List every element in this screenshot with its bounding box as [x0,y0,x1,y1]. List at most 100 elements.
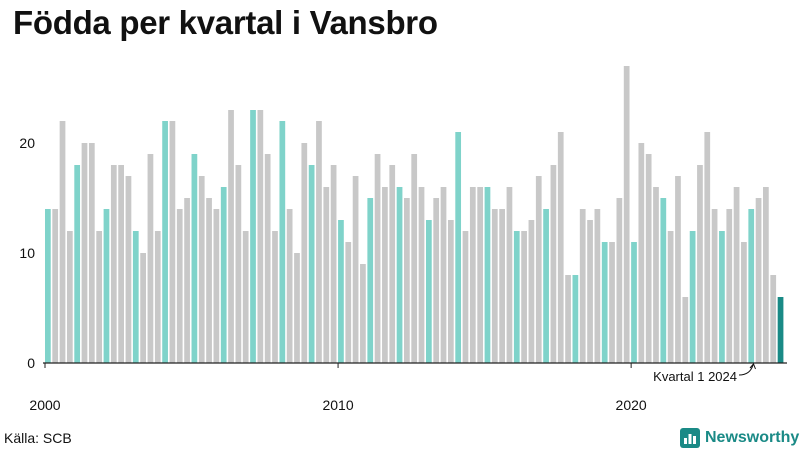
bar [704,132,711,363]
bar [777,297,784,363]
bar [220,187,227,363]
bar [323,187,330,363]
source-note: Källa: SCB [4,430,72,446]
annotation-arrowhead [749,363,756,370]
bar [308,165,315,363]
bar [572,275,579,363]
bar [506,187,513,363]
bar [484,187,491,363]
brand-logo[interactable]: Newsworthy [680,428,799,448]
bar [250,110,256,363]
chart-title: Födda per kvartal i Vansbro [13,4,438,41]
bar [711,209,718,363]
bar [118,165,124,363]
bar [103,209,110,363]
bar [535,176,542,363]
bar [264,154,271,363]
bar [169,121,176,363]
bar [601,242,608,363]
bar [748,209,755,363]
bar [770,275,777,363]
bar [491,209,498,363]
bar [623,66,630,363]
bar [550,165,557,363]
bar [455,132,462,363]
bar [257,110,264,363]
bar [330,165,337,363]
bar [404,198,410,363]
bar [469,187,476,363]
bar [184,198,190,363]
bar [477,187,484,363]
y-tick-label: 20 [19,135,35,151]
axes: 2000 2010 2020 [29,362,787,413]
bar [374,154,381,363]
bar [367,198,374,363]
bar [425,220,432,363]
newsworthy-logo-icon [680,428,700,448]
bar [594,209,601,363]
bar [294,253,300,363]
bar [345,242,352,363]
bar [213,209,220,363]
bar [125,176,132,363]
bar [176,209,183,363]
bar [631,242,637,363]
bar [228,110,234,363]
bar [499,209,505,363]
annotation-group: Kvartal 1 2024 [653,363,756,384]
bar [88,143,95,363]
bar [726,209,733,363]
x-tick-label: 2000 [29,397,60,413]
bar [301,143,308,363]
bar [440,187,447,363]
bar [338,220,344,363]
bar [147,154,154,363]
bar [587,220,593,363]
bar [433,198,440,363]
bar [763,187,769,363]
bar [557,132,564,363]
y-gridlines: 0 10 20 [19,135,35,371]
bar [733,187,740,363]
bar [719,231,725,363]
bar [616,198,623,363]
bar [513,231,520,363]
bar [638,143,645,363]
bar [682,297,689,363]
bar [689,231,696,363]
bar [396,187,403,363]
bar [162,121,168,363]
x-tick-label: 2020 [616,397,647,413]
bar [389,165,396,363]
bars [45,66,784,363]
bar [140,253,146,363]
bar [741,242,747,363]
bar [521,231,527,363]
bar [45,209,51,363]
bar [206,198,212,363]
bar [653,187,659,363]
bar [565,275,571,363]
bar [462,231,469,363]
bar [528,220,535,363]
bar [52,209,59,363]
bar [66,231,73,363]
bar [198,176,205,363]
bar [154,231,161,363]
bar [645,154,652,363]
bar [609,242,615,363]
bar [382,187,388,363]
bar [352,176,359,363]
bar [411,154,418,363]
x-tick-label: 2010 [322,397,353,413]
y-tick-label: 10 [19,245,35,261]
brand-name: Newsworthy [705,429,800,446]
bar [235,165,242,363]
bar [579,209,586,363]
bar [286,209,293,363]
bar [543,209,549,363]
bar [418,187,425,363]
bar [279,121,286,363]
